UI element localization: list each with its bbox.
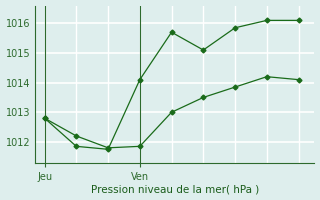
X-axis label: Pression niveau de la mer( hPa ): Pression niveau de la mer( hPa ) bbox=[91, 184, 259, 194]
